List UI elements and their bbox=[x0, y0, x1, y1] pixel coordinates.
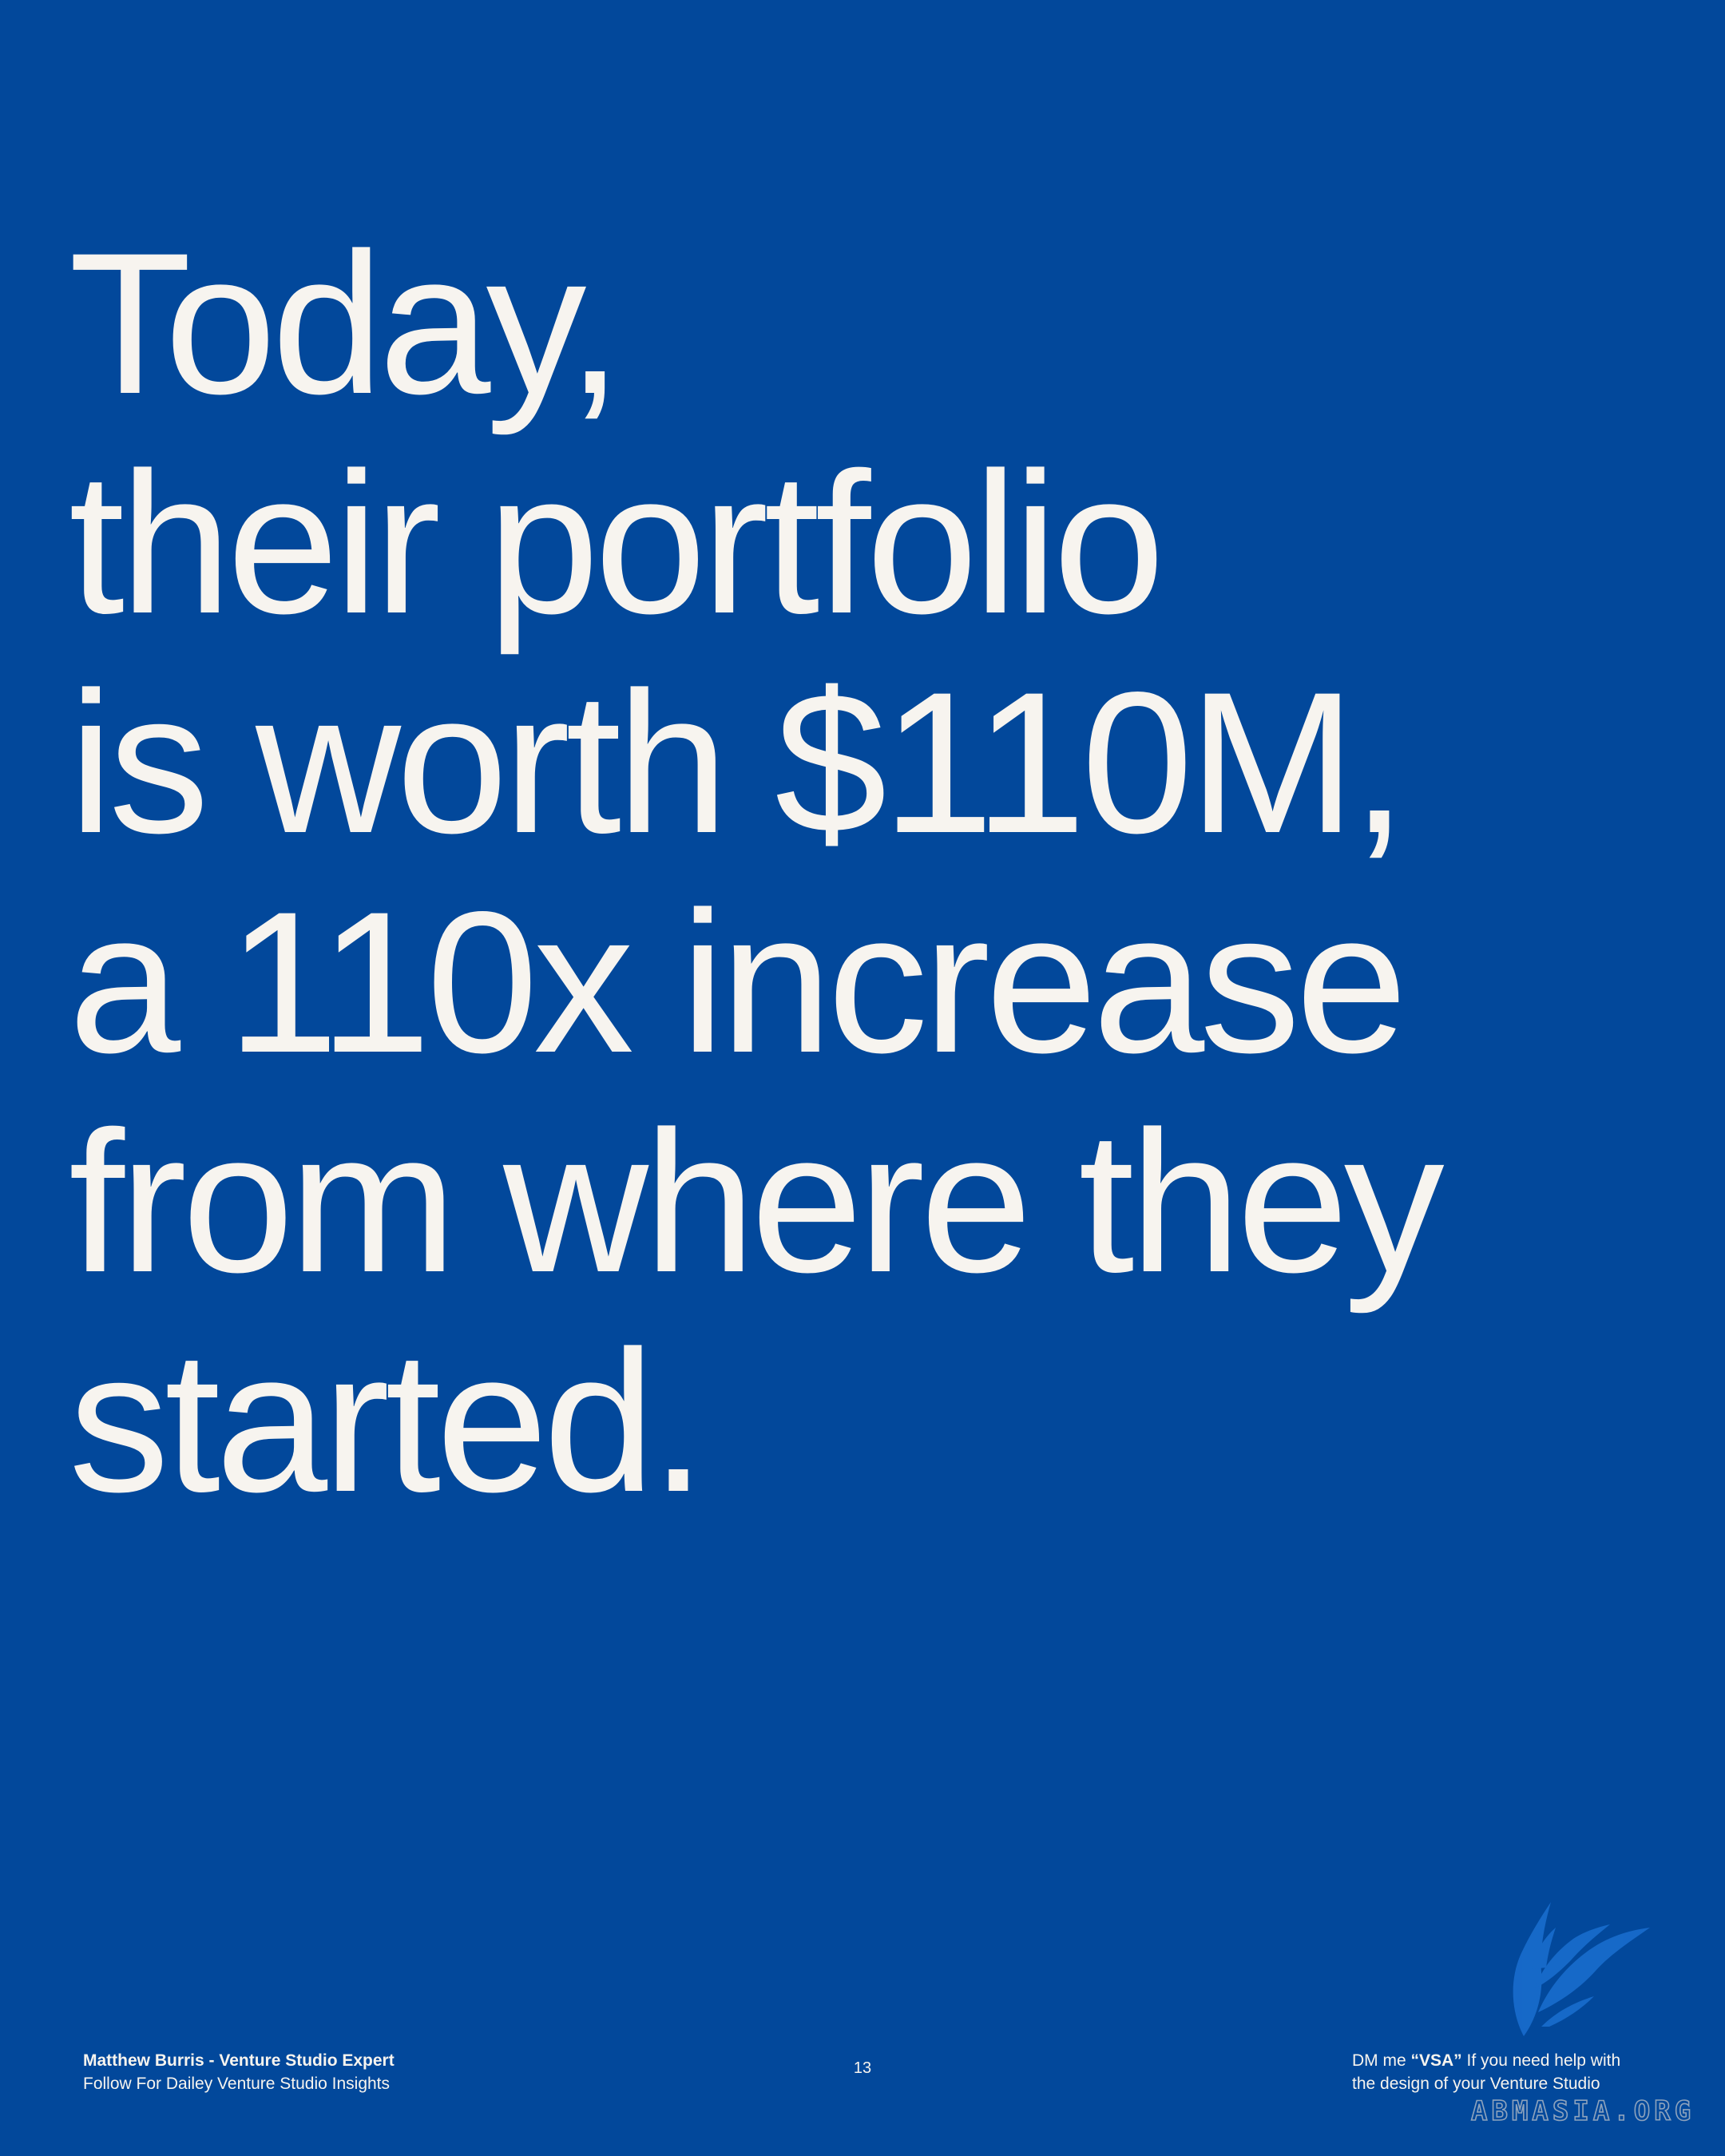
headline-line-3: is worth $110M, bbox=[69, 651, 1407, 875]
headline-line-2: their portfolio bbox=[69, 431, 1165, 656]
cta-suffix: If you need help with bbox=[1461, 2051, 1621, 2070]
watermark-text: ABMASIA.ORG bbox=[1470, 2095, 1695, 2128]
headline-line-4: a 110x increase bbox=[69, 870, 1407, 1095]
follow-tagline: Follow For Dailey Venture Studio Insight… bbox=[83, 2075, 391, 2093]
footer-cta-block: DM me “VSA” If you need help with the de… bbox=[1352, 2049, 1620, 2095]
author-name: Matthew Burris - Venture Studio Expert bbox=[83, 2051, 395, 2070]
cta-line-1: DM me “VSA” If you need help with bbox=[1352, 2049, 1620, 2072]
headline-line-1: Today, bbox=[69, 212, 623, 436]
headline-line-5: from where they bbox=[69, 1090, 1445, 1314]
cta-prefix: DM me bbox=[1352, 2051, 1411, 2070]
headline: Today, their portfolio is worth $110M, a… bbox=[69, 214, 1666, 1532]
cta-keyword: “VSA” bbox=[1410, 2051, 1462, 2070]
cta-line-2: the design of your Venture Studio bbox=[1352, 2075, 1600, 2093]
footer-author-block: Matthew Burris - Venture Studio Expert F… bbox=[83, 2049, 395, 2095]
headline-line-6: started. bbox=[69, 1310, 706, 1534]
bird-logo-icon bbox=[1513, 1902, 1650, 2036]
page-number: 13 bbox=[853, 2059, 872, 2077]
